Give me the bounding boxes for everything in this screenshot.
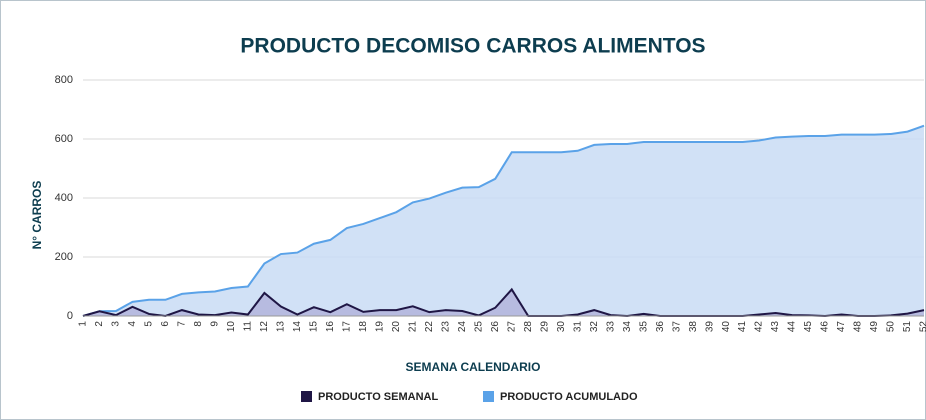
x-tick-label: 42 xyxy=(754,321,765,333)
x-tick-label: 44 xyxy=(787,321,798,333)
x-tick-label: 4 xyxy=(127,321,138,327)
legend-swatch xyxy=(483,391,494,402)
area-line xyxy=(82,124,925,317)
area-fill xyxy=(83,125,924,316)
x-tick-label: 50 xyxy=(886,321,897,333)
x-tick-label: 33 xyxy=(605,321,616,333)
x-tick-label: 6 xyxy=(160,321,171,327)
x-tick-label: 28 xyxy=(523,321,534,333)
x-tick-label: 16 xyxy=(325,321,336,333)
x-tick-label: 49 xyxy=(869,321,880,333)
x-tick-label: 25 xyxy=(473,321,484,333)
x-tick-label: 12 xyxy=(259,321,270,333)
x-tick-label: 36 xyxy=(655,321,666,333)
y-axis-label: N° CARROS xyxy=(30,181,44,250)
x-tick-label: 45 xyxy=(803,321,814,333)
x-tick-label: 19 xyxy=(374,321,385,333)
x-tick-label: 32 xyxy=(589,321,600,333)
x-tick-label: 35 xyxy=(638,321,649,333)
x-tick-label: 8 xyxy=(193,321,204,327)
x-tick-label: 3 xyxy=(111,321,122,327)
x-tick-label: 39 xyxy=(704,321,715,333)
x-tick-label: 20 xyxy=(391,321,402,333)
legend-label: PRODUCTO SEMANAL xyxy=(318,391,438,403)
x-tick-label: 24 xyxy=(457,321,468,333)
x-tick-label: 31 xyxy=(572,321,583,333)
y-tick-label: 600 xyxy=(55,133,73,145)
x-tick-label: 10 xyxy=(226,321,237,333)
x-tick-label: 17 xyxy=(341,321,352,333)
area-line xyxy=(82,287,925,318)
x-tick-label: 15 xyxy=(309,321,320,333)
y-tick-label: 0 xyxy=(67,310,73,322)
x-tick-label: 14 xyxy=(292,321,303,333)
x-tick-label: 23 xyxy=(440,321,451,333)
x-tick-label: 11 xyxy=(243,321,254,332)
area-fill xyxy=(83,289,924,316)
chart-title: PRODUCTO DECOMISO CARROS ALIMENTOS xyxy=(240,35,705,58)
x-tick-label: 30 xyxy=(556,321,567,333)
x-tick-label: 41 xyxy=(737,321,748,333)
legend-swatch xyxy=(301,391,312,402)
x-tick-label: 47 xyxy=(836,321,847,333)
x-tick-label: 9 xyxy=(210,321,221,327)
x-tick-label: 38 xyxy=(688,321,699,333)
legend-label: PRODUCTO ACUMULADO xyxy=(500,391,638,403)
x-tick-label: 7 xyxy=(177,321,188,327)
y-tick-label: 200 xyxy=(55,251,73,263)
x-tick-label: 34 xyxy=(622,321,633,333)
x-tick-label: 26 xyxy=(490,321,501,333)
x-tick-label: 1 xyxy=(78,321,89,327)
x-tick-label: 27 xyxy=(506,321,517,333)
x-tick-label: 2 xyxy=(94,321,105,327)
x-tick-label: 13 xyxy=(276,321,287,333)
x-tick-label: 43 xyxy=(770,321,781,333)
x-tick-label: 29 xyxy=(539,321,550,333)
x-tick-label: 22 xyxy=(424,321,435,333)
x-tick-label: 52 xyxy=(919,321,926,333)
y-tick-label: 800 xyxy=(55,74,73,86)
x-tick-label: 37 xyxy=(671,321,682,333)
x-tick-label: 5 xyxy=(144,321,155,327)
x-tick-label: 48 xyxy=(853,321,864,333)
x-tick-label: 51 xyxy=(902,321,913,333)
x-tick-label: 21 xyxy=(407,321,418,333)
x-tick-label: 18 xyxy=(358,321,369,333)
y-tick-label: 400 xyxy=(55,192,73,204)
x-tick-label: 40 xyxy=(721,321,732,333)
x-axis-label: SEMANA CALENDARIO xyxy=(406,360,541,374)
x-tick-label: 46 xyxy=(820,321,831,333)
